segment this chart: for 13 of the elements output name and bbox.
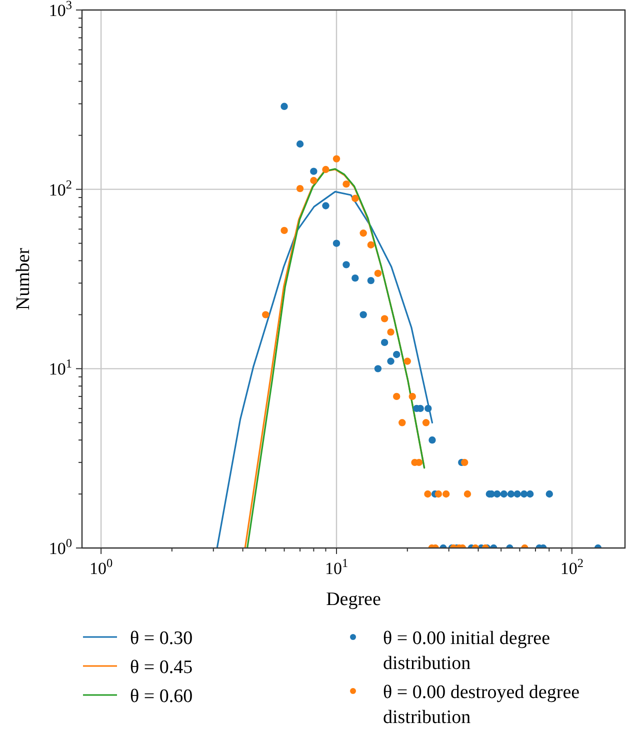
y-tick-label: 10$^{0}$ bbox=[48, 536, 72, 558]
legend-label: θ = 0.30 bbox=[130, 628, 193, 649]
legend-label: θ = 0.45 bbox=[130, 657, 193, 678]
legend-label: θ = 0.60 bbox=[130, 686, 193, 707]
y-tick-label: 10$^{2}$ bbox=[48, 177, 72, 200]
y-tick-label: 10$^{1}$ bbox=[48, 356, 72, 379]
x-tick-label: 10$^{2}$ bbox=[560, 556, 584, 578]
x-axis-title: Degree bbox=[326, 589, 381, 610]
x-tick-label: 10$^{0}$ bbox=[89, 556, 113, 578]
legend-label: θ = 0.00 destroyed degree distribution bbox=[383, 682, 580, 728]
x-tick-label: 10$^{1}$ bbox=[324, 556, 348, 578]
y-axis-title: Number bbox=[13, 247, 34, 310]
y-tick-label: 10$^{3}$ bbox=[48, 0, 72, 20]
